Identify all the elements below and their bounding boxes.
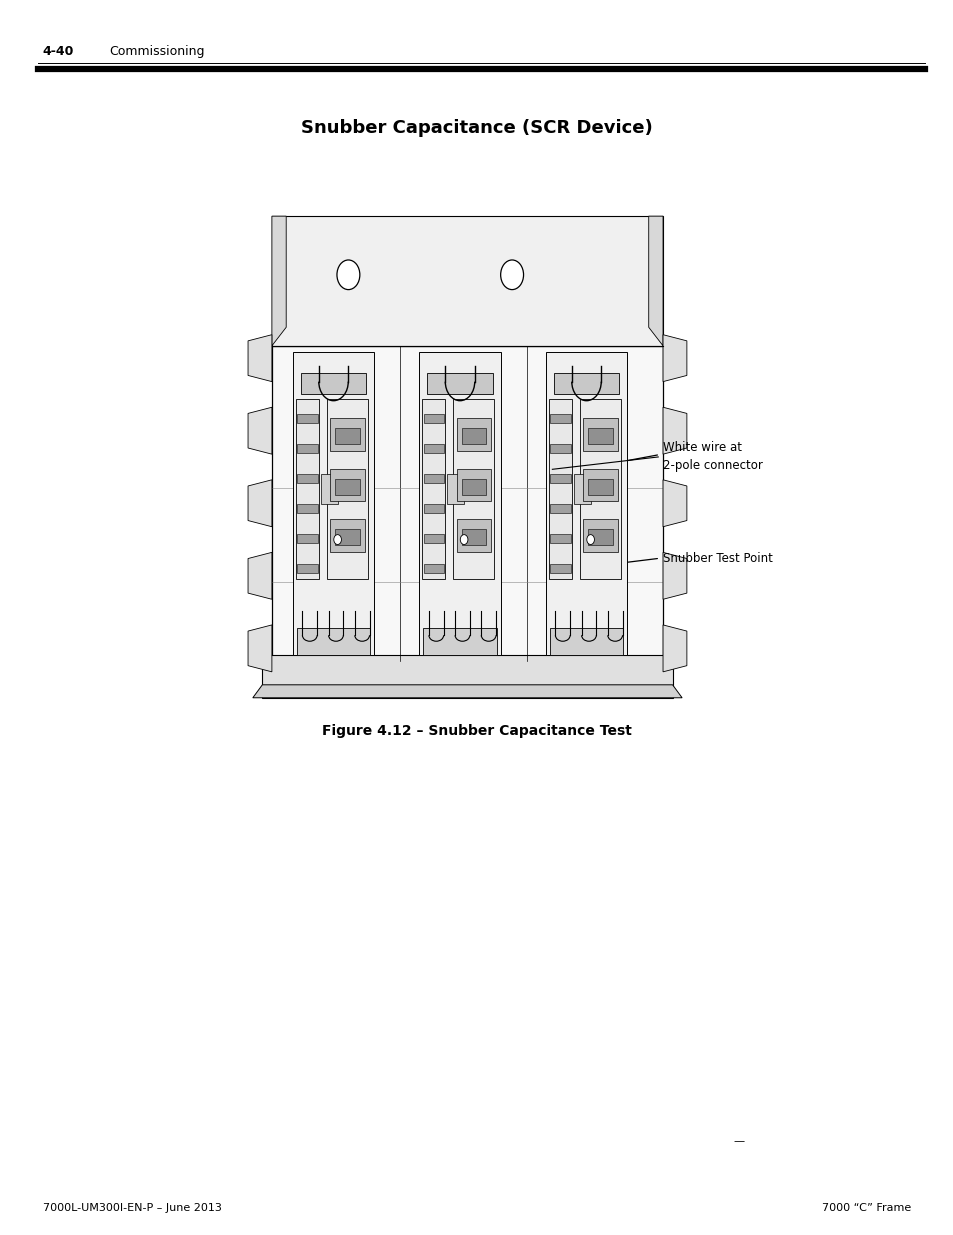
Bar <box>549 627 622 655</box>
Bar <box>330 419 364 451</box>
Text: Snubber Test Point: Snubber Test Point <box>662 552 772 564</box>
Bar <box>423 474 444 483</box>
Text: Figure 4.12 – Snubber Capacitance Test: Figure 4.12 – Snubber Capacitance Test <box>322 724 631 739</box>
Bar <box>327 399 368 579</box>
Bar <box>456 469 491 501</box>
Bar <box>588 479 612 495</box>
Polygon shape <box>272 216 286 346</box>
Polygon shape <box>253 684 681 698</box>
Bar <box>296 564 317 573</box>
Bar <box>423 534 444 543</box>
Text: White wire at: White wire at <box>662 441 741 453</box>
Bar <box>293 352 374 655</box>
Polygon shape <box>248 479 272 526</box>
Bar <box>296 443 317 453</box>
Text: —: — <box>733 1136 744 1146</box>
Bar <box>272 346 662 661</box>
Text: Snubber Capacitance (SCR Device): Snubber Capacitance (SCR Device) <box>301 120 652 137</box>
Bar <box>335 479 359 495</box>
Bar <box>550 443 570 453</box>
Bar <box>335 529 359 546</box>
Polygon shape <box>648 216 662 346</box>
Polygon shape <box>662 408 686 454</box>
Bar <box>296 504 317 513</box>
Bar <box>447 474 464 504</box>
Bar <box>461 529 486 546</box>
Polygon shape <box>662 479 686 526</box>
Polygon shape <box>662 335 686 382</box>
Polygon shape <box>248 408 272 454</box>
Bar <box>423 564 444 573</box>
Bar <box>422 399 445 579</box>
Bar <box>545 352 627 655</box>
Bar <box>582 469 617 501</box>
Bar <box>262 655 672 698</box>
Bar <box>456 419 491 451</box>
Text: 2-pole connector: 2-pole connector <box>662 459 762 472</box>
Bar <box>423 504 444 513</box>
Circle shape <box>334 535 341 545</box>
Bar <box>423 627 497 655</box>
Polygon shape <box>662 552 686 599</box>
Polygon shape <box>272 216 662 346</box>
Bar <box>335 429 359 445</box>
Text: 7000 “C” Frame: 7000 “C” Frame <box>821 1203 910 1213</box>
Bar <box>588 429 612 445</box>
Bar <box>582 520 617 552</box>
Circle shape <box>459 535 467 545</box>
Bar <box>296 627 370 655</box>
Text: 7000L-UM300I-EN-P – June 2013: 7000L-UM300I-EN-P – June 2013 <box>43 1203 221 1213</box>
Bar <box>573 474 590 504</box>
Polygon shape <box>248 625 272 672</box>
Bar <box>461 479 486 495</box>
Bar <box>330 469 364 501</box>
Bar <box>423 414 444 422</box>
Bar <box>296 534 317 543</box>
Polygon shape <box>248 335 272 382</box>
Bar <box>296 414 317 422</box>
Bar <box>548 399 571 579</box>
Bar <box>579 399 620 579</box>
Circle shape <box>336 261 359 290</box>
Bar <box>320 474 337 504</box>
Bar <box>296 474 317 483</box>
Bar <box>423 443 444 453</box>
Bar <box>330 520 364 552</box>
Bar <box>461 429 486 445</box>
Bar <box>582 419 617 451</box>
Bar <box>588 529 612 546</box>
Circle shape <box>586 535 594 545</box>
Bar <box>550 534 570 543</box>
Bar <box>418 352 500 655</box>
Bar <box>550 414 570 422</box>
Text: Commissioning: Commissioning <box>110 44 205 58</box>
Bar <box>550 474 570 483</box>
Bar <box>456 520 491 552</box>
Polygon shape <box>248 552 272 599</box>
Bar <box>427 373 493 394</box>
Bar <box>550 504 570 513</box>
Bar <box>550 564 570 573</box>
Circle shape <box>500 261 523 290</box>
Bar <box>295 399 318 579</box>
Bar <box>453 399 494 579</box>
Polygon shape <box>662 625 686 672</box>
Bar <box>300 373 366 394</box>
Text: 4-40: 4-40 <box>43 44 74 58</box>
Bar <box>553 373 618 394</box>
